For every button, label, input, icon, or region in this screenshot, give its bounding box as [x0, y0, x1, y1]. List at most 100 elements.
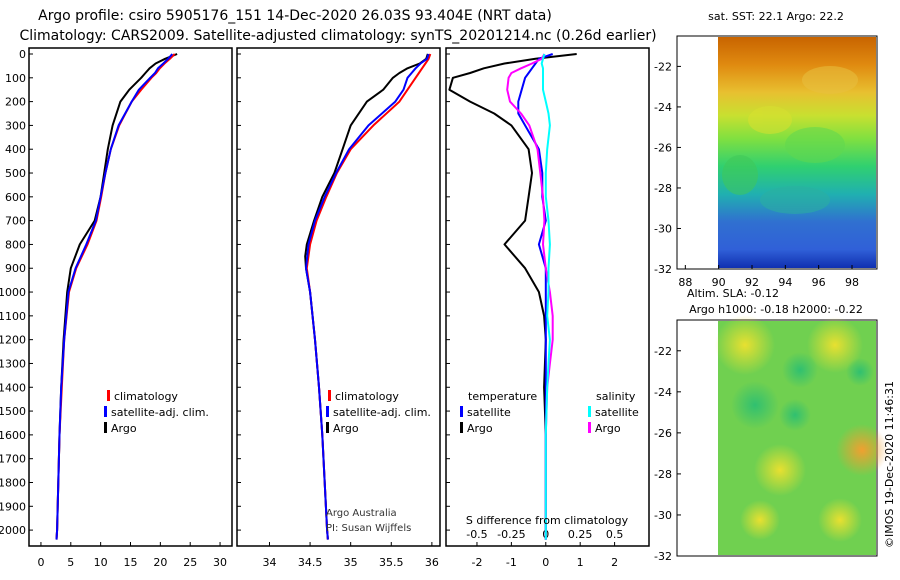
- sst-map-y-axis: -22 -24 -26 -28 -30 -32: [654, 60, 681, 276]
- depth-tick-label: 1600: [0, 429, 26, 442]
- salinity-profile-lines: [304, 53, 432, 540]
- temperature-profile-lines: [55, 53, 178, 540]
- sst-eddy: [722, 155, 758, 195]
- sst-eddy: [760, 186, 830, 214]
- depth-tick-label: 1500: [0, 405, 26, 418]
- sst-lon-label: 90: [712, 276, 726, 289]
- sla-lat-label: -24: [654, 386, 672, 399]
- series-line-satellite-adj-clim-: [305, 53, 430, 540]
- figure-title-line-2: Climatology: CARS2009. Satellite-adjuste…: [19, 28, 656, 44]
- x-tick-label: 1: [577, 556, 584, 569]
- sla-lat-label: -30: [654, 509, 672, 522]
- depth-tick-label: 200: [5, 96, 26, 109]
- x-tick-label: 34.5: [298, 556, 323, 569]
- depth-tick-label: 1400: [0, 381, 26, 394]
- sla-anomaly: [836, 424, 888, 476]
- x-tick-label: 35.5: [379, 556, 404, 569]
- depth-tick-label: 1300: [0, 357, 26, 370]
- legend-label-climatology: climatology: [335, 390, 399, 403]
- depth-tick-label: 100: [5, 72, 26, 85]
- temperature-legend: climatology satellite-adj. clim. Argo: [104, 390, 209, 435]
- sla-lat-label: -26: [654, 427, 672, 440]
- sst-lat-label: -28: [654, 182, 672, 195]
- legend-label-argo: Argo: [111, 422, 137, 435]
- x-tick-label: 25: [183, 556, 197, 569]
- sst-map-x-axis: 88 90 92 94 96 98: [678, 265, 859, 289]
- sla-map-y-axis: -22 -24 -26 -28 -30 -32: [654, 345, 681, 563]
- sst-lon-label: 88: [678, 276, 692, 289]
- legend-swatch-satellite-adj: [104, 406, 107, 417]
- legend-label-argo: Argo: [333, 422, 359, 435]
- x-tick-label: 34: [262, 556, 276, 569]
- sst-lon-label: 92: [745, 276, 759, 289]
- legend-swatch-sal-argo: [588, 422, 591, 433]
- salinity-scale-label: -0.25: [497, 528, 525, 541]
- sst-lat-label: -24: [654, 101, 672, 114]
- depth-tick-label: 1900: [0, 500, 26, 513]
- legend-label-satellite-adj: satellite-adj. clim.: [111, 406, 209, 419]
- x-tick-label: 36: [425, 556, 439, 569]
- legend-label-temp-satellite: satellite: [467, 406, 511, 419]
- depth-tick-label: 1100: [0, 310, 26, 323]
- legend-swatch-climatology: [328, 390, 331, 401]
- sst-lon-label: 94: [778, 276, 792, 289]
- salinity-scale-label: -0.5: [466, 528, 487, 541]
- sla-map-anomalies: [715, 315, 888, 542]
- difference-profile-lines: [448, 53, 577, 540]
- legend-swatch-argo: [326, 422, 329, 433]
- sla-anomaly: [779, 399, 811, 431]
- difference-panel-frame: [445, 47, 650, 547]
- depth-tick-label: 700: [5, 215, 26, 228]
- legend-swatch-temp-satellite: [460, 406, 463, 417]
- credit-pi: PI: Susan Wijffels: [326, 523, 411, 534]
- sst-lat-label: -26: [654, 141, 672, 154]
- salinity-panel-frame: [236, 47, 441, 547]
- depth-tick-label: 400: [5, 143, 26, 156]
- sla-anomaly: [807, 317, 863, 373]
- salinity-scale-label: 0.25: [568, 528, 593, 541]
- legend-swatch-argo: [104, 422, 107, 433]
- x-tick-label: 35: [344, 556, 358, 569]
- legend-label-sal-satellite: satellite: [595, 406, 639, 419]
- legend-label-climatology: climatology: [114, 390, 178, 403]
- depth-tick-label: 500: [5, 167, 26, 180]
- sst-eddy: [748, 106, 792, 134]
- depth-tick-label: 600: [5, 191, 26, 204]
- sla-anomaly: [754, 444, 806, 496]
- sla-anomaly: [715, 315, 775, 375]
- depth-tick-label: 800: [5, 238, 26, 251]
- sst-eddy: [785, 127, 845, 163]
- timestamp: ©IMOS 19-Dec-2020 11:46:31: [883, 381, 896, 548]
- sla-lat-label: -22: [654, 345, 672, 358]
- sst-lat-label: -22: [654, 60, 672, 73]
- sla-lat-label: -32: [654, 550, 672, 563]
- x-tick-label: 0: [542, 556, 549, 569]
- sla-map-title: Altim. SLA: -0.12: [687, 287, 779, 300]
- depth-tick-label: 900: [5, 262, 26, 275]
- x-tick-label: 20: [153, 556, 167, 569]
- depth-axis: 0 100 200 300 400 500 600 700 800 900 1000 1100 1200…: [0, 48, 450, 537]
- difference-legend: temperature salinity satellite Argo sate…: [460, 390, 639, 435]
- figure-title-line-1: Argo profile: csiro 5905176_151 14-Dec-2…: [38, 8, 552, 24]
- depth-tick-label: 1000: [0, 286, 26, 299]
- difference-salinity-scale: -0.5 -0.25 0 0.25 0.5: [466, 528, 623, 541]
- series-line-climatology: [55, 53, 176, 540]
- legend-label-satellite-adj: satellite-adj. clim.: [333, 406, 431, 419]
- salinity-legend: climatology satellite-adj. clim. Argo: [326, 390, 431, 435]
- sst-eddy: [802, 66, 858, 94]
- depth-tick-label: 300: [5, 119, 26, 132]
- sla-anomaly: [818, 498, 862, 542]
- x-tick-label: 0: [37, 556, 44, 569]
- sla-anomaly: [740, 500, 780, 540]
- credit-argo-australia: Argo Australia: [326, 508, 397, 519]
- sla-anomaly: [731, 381, 779, 429]
- legend-label-temperature: temperature: [468, 390, 537, 403]
- sst-lon-label: 96: [812, 276, 826, 289]
- legend-label-temp-argo: Argo: [467, 422, 493, 435]
- legend-swatch-temp-argo: [460, 422, 463, 433]
- series-line-temperature-argo: [448, 53, 577, 540]
- difference-x-label: S difference from climatology: [466, 514, 629, 527]
- difference-x-axis: -2 -1 0 1 2: [471, 542, 618, 569]
- series-line-argo: [55, 53, 178, 540]
